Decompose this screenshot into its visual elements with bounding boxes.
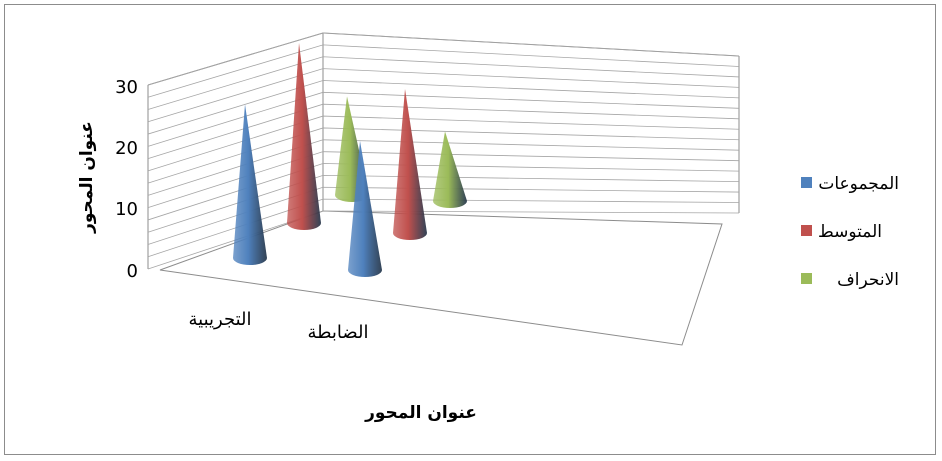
gridline bbox=[147, 210, 740, 270]
cone-0-0 bbox=[233, 104, 267, 265]
gridline bbox=[147, 68, 740, 123]
floor bbox=[159, 210, 723, 346]
y-axis-title: عنوان المحور bbox=[77, 121, 97, 234]
gridline bbox=[147, 174, 740, 233]
cone-1-1 bbox=[393, 89, 427, 240]
legend-label: المتوسط bbox=[818, 222, 882, 242]
legend-item: المتوسط bbox=[801, 222, 882, 242]
gridlines bbox=[147, 32, 740, 270]
gridline bbox=[147, 32, 740, 86]
x-axis-categories: التجريبية الضابطة bbox=[189, 309, 369, 343]
gridline bbox=[147, 163, 740, 221]
gridline bbox=[147, 44, 740, 98]
legend-swatch bbox=[801, 177, 812, 188]
gridline bbox=[147, 139, 740, 196]
cone-0-1 bbox=[348, 140, 382, 277]
gridline bbox=[147, 198, 740, 258]
gridline bbox=[147, 115, 740, 172]
gridline bbox=[147, 127, 740, 184]
legend-label: المجموعات bbox=[818, 174, 899, 194]
gridline bbox=[147, 186, 740, 245]
chart-frame bbox=[4, 4, 936, 455]
gridline bbox=[147, 91, 740, 147]
y-tick-label: 20 bbox=[115, 138, 138, 159]
x-axis-title: عنوان المحور bbox=[364, 403, 477, 423]
y-tick-label: 30 bbox=[115, 77, 138, 98]
category-label: الضابطة bbox=[307, 322, 368, 343]
legend-item: الانحراف bbox=[801, 270, 899, 290]
y-axis-ticks: 0 10 20 30 bbox=[115, 77, 138, 282]
legend: المجموعات المتوسط الانحراف bbox=[801, 174, 899, 290]
cone-1-0 bbox=[287, 43, 321, 230]
gridline bbox=[147, 151, 740, 209]
legend-swatch bbox=[801, 273, 812, 284]
y-tick-label: 10 bbox=[115, 199, 138, 220]
gridline bbox=[147, 56, 740, 110]
gridline bbox=[147, 80, 740, 135]
cones bbox=[233, 43, 467, 277]
gridline bbox=[147, 103, 740, 159]
y-tick-label: 0 bbox=[127, 261, 138, 282]
legend-swatch bbox=[801, 225, 812, 236]
cone-2-1 bbox=[433, 131, 467, 208]
legend-label: الانحراف bbox=[837, 270, 899, 290]
legend-item: المجموعات bbox=[801, 174, 899, 194]
category-label: التجريبية bbox=[189, 309, 252, 330]
